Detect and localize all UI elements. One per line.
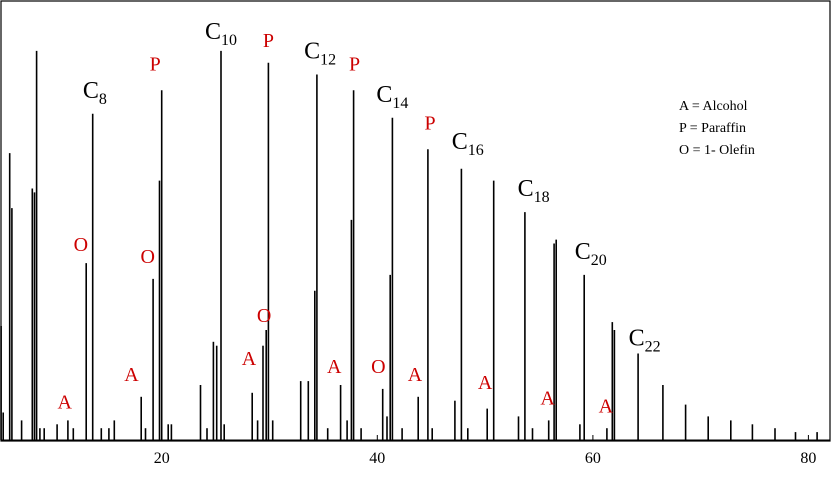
annotation-a-16: A <box>408 364 423 386</box>
annotation-a-18: A <box>478 372 493 394</box>
annotation-subscript-18: 18 <box>534 189 550 206</box>
annotation-c20-21: C20 <box>575 239 607 269</box>
annotation-a-1: A <box>57 391 72 413</box>
legend-entry-olefin: O = 1- Olefin <box>679 143 755 158</box>
x-tick-label-40: 40 <box>369 450 385 467</box>
annotation-o-0: O <box>74 234 88 256</box>
x-tick-label-60: 60 <box>585 450 601 467</box>
plot-frame <box>0 0 831 442</box>
legend-entry-alcohol: A = Alcohol <box>679 99 748 114</box>
x-ticks: 20 40 60 80 <box>154 435 816 467</box>
annotation-c14-14: C14 <box>376 82 408 112</box>
annotation-subscript-22: 22 <box>645 339 661 356</box>
annotation-a-5: A <box>124 364 139 386</box>
x-tick-label-80: 80 <box>800 450 816 467</box>
x-tick-label-20: 20 <box>154 450 170 467</box>
legend-entry-paraffin: P = Paraffin <box>679 121 746 136</box>
annotation-subscript-20: 20 <box>591 252 607 269</box>
annotation-a-22: A <box>599 395 614 417</box>
annotation-a-20: A <box>540 388 555 410</box>
annotation-o-13: O <box>371 356 385 378</box>
annotation-subscript-10: 10 <box>221 32 237 49</box>
legend: A = Alcohol P = Paraffin O = 1- Olefin <box>679 99 755 158</box>
annotation-a-9: A <box>242 348 257 370</box>
annotation-p-3: P <box>150 53 161 75</box>
annotation-subscript-8: 8 <box>99 91 107 108</box>
trace-layer <box>0 50 818 440</box>
annotation-p-15: P <box>425 112 436 134</box>
annotation-o-4: O <box>140 246 154 268</box>
annotation-o-8: O <box>257 305 271 327</box>
annotation-subscript-14: 14 <box>392 95 408 112</box>
annotation-p-11: P <box>349 53 360 75</box>
annotation-p-7: P <box>263 30 274 52</box>
annotation-subscript-16: 16 <box>468 142 484 159</box>
annotation-c18-19: C18 <box>518 176 550 206</box>
annotation-subscript-12: 12 <box>320 52 336 69</box>
annotation-a-12: A <box>327 356 342 378</box>
